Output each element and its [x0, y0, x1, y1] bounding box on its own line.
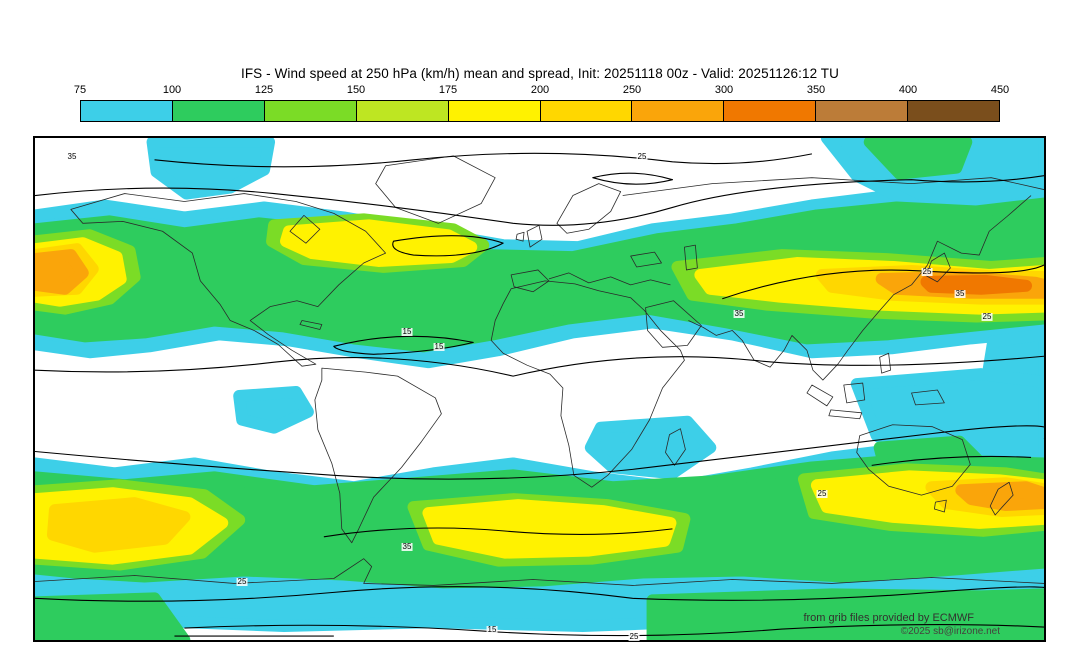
colorbar-segment	[264, 101, 357, 121]
colorbar-tick-label: 200	[530, 84, 550, 96]
contour-label: 15	[433, 342, 445, 351]
colorbar-segment	[81, 101, 173, 121]
contour-label: 25	[236, 577, 248, 586]
colorbar-tick-label: 300	[714, 84, 734, 96]
contour-label: 25	[921, 267, 933, 276]
colorbar-tick-label: 100	[162, 84, 182, 96]
colorbar-tick-label: 125	[254, 84, 274, 96]
contour-label: 25	[981, 312, 993, 321]
colorbar-tick-label: 350	[806, 84, 826, 96]
colorbar-segment	[448, 101, 541, 121]
contour-label: 35	[733, 309, 745, 318]
contour-label: 15	[486, 625, 498, 634]
colorbar-tick-label: 400	[898, 84, 918, 96]
contour-label: 25	[628, 632, 640, 641]
colorbar-segment	[908, 101, 1000, 121]
contour-label: 15	[401, 327, 413, 336]
colorbar-tick-label: 175	[438, 84, 458, 96]
coastlines-layer	[35, 155, 1044, 586]
colorbar-tick-label: 150	[346, 84, 366, 96]
credit-copyright: ©2025 sb@irizone.net	[900, 626, 1000, 637]
world-map-svg	[35, 138, 1044, 640]
colorbar-segment	[724, 101, 817, 121]
colorbar-segment	[172, 101, 265, 121]
colorbar-segment	[540, 101, 633, 121]
colorbar-tick-label: 75	[73, 84, 87, 96]
contour-label: 25	[816, 489, 828, 498]
colorbar-segment	[632, 101, 725, 121]
contour-label: 25	[636, 152, 648, 161]
wind-speed-fill-layer	[35, 138, 1044, 640]
colorbar-tick-label: 250	[622, 84, 642, 96]
contour-label: 35	[401, 542, 413, 551]
colorbar-bar	[80, 100, 1000, 122]
contour-label: 35	[66, 152, 78, 161]
spread-contours-layer	[35, 152, 1044, 637]
credit-ecmwf: from grib files provided by ECMWF	[803, 612, 974, 624]
map-area: from grib files provided by ECMWF ©2025 …	[33, 136, 1046, 642]
colorbar-segment	[356, 101, 449, 121]
colorbar-tick-label: 450	[990, 84, 1010, 96]
chart-title: IFS - Wind speed at 250 hPa (km/h) mean …	[240, 66, 839, 81]
contour-label: 35	[954, 289, 966, 298]
colorbar-ticks: 75 100 125 150 175 200 250 300 350 400 450	[74, 84, 1009, 97]
colorbar-segment	[816, 101, 909, 121]
